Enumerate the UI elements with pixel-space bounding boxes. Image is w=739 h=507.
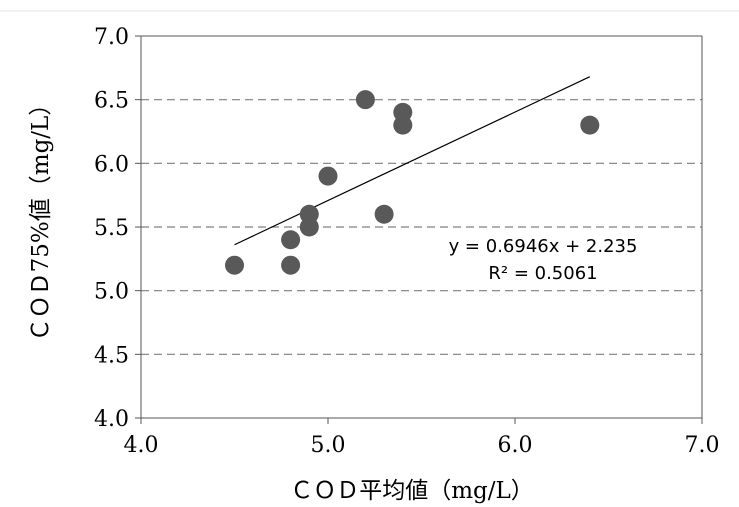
data-point-0-9	[393, 102, 413, 122]
x-tick-label-0: 4.0	[124, 433, 159, 458]
data-point-0-1	[281, 255, 301, 275]
x-tick-label-1: 5.0	[311, 433, 346, 458]
trendline	[234, 76, 591, 246]
y-axis-title: ＣＯＤ75%値（mg/L）	[28, 93, 54, 342]
data-point-0-7	[374, 204, 394, 224]
x-tick-label-2: 6.0	[498, 433, 533, 458]
data-point-0-5	[318, 166, 338, 186]
y-tick-label-3: 5.5	[94, 216, 129, 241]
r-squared-label: R² = 0.5061	[488, 263, 597, 284]
y-tick-label-2: 5.0	[94, 280, 129, 305]
data-point-0-4	[299, 204, 319, 224]
data-point-0-2	[281, 230, 301, 250]
trendline-equation: y = 0.6946x + 2.235	[449, 236, 638, 257]
data-point-0-10	[580, 115, 600, 135]
y-tick-label-4: 6.0	[94, 152, 129, 177]
y-tick-label-6: 7.0	[94, 25, 129, 50]
data-point-0-0	[225, 255, 244, 275]
x-tick-label-3: 7.0	[685, 433, 720, 458]
y-tick-label-0: 4.0	[94, 407, 129, 432]
y-tick-label-5: 6.5	[94, 89, 129, 114]
y-tick-label-1: 4.5	[94, 343, 129, 368]
data-point-0-6	[355, 90, 375, 110]
x-axis-title: ＣＯＤ平均値（mg/L）	[290, 478, 534, 504]
